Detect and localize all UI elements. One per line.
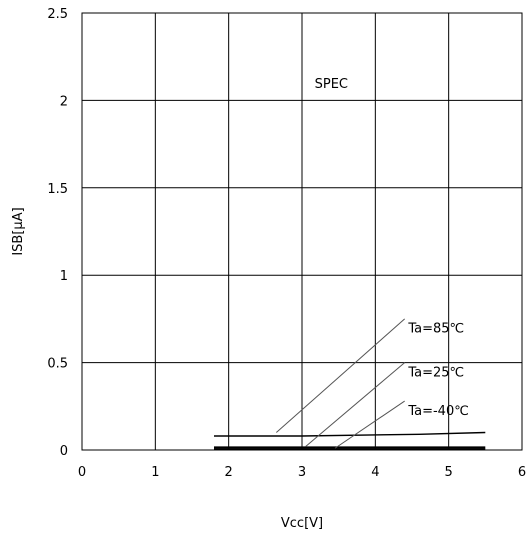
x-tick-label: 6 <box>518 465 526 480</box>
annotation-leader-ta_40 <box>334 400 405 449</box>
y-tick-label: 2 <box>60 94 68 109</box>
y-tick-label: 1.5 <box>47 182 68 197</box>
annotation-leader-ta25 <box>305 362 405 447</box>
annotation-ta85: Ta=85℃ <box>407 322 464 337</box>
series-line-0 <box>214 431 486 437</box>
annotation-ta_40: Ta=-40℃ <box>407 404 468 419</box>
x-tick-label: 1 <box>151 465 159 480</box>
annotation-ta25: Ta=25℃ <box>407 365 464 380</box>
grid <box>81 12 523 451</box>
x-axis-title: Vcc[V] <box>281 516 323 531</box>
y-tick-labels: 0 0.5 1 1.5 2 2.5 <box>47 7 68 459</box>
annotations-layer: SPEC Ta=85℃ Ta=25℃ Ta=-40℃ <box>276 77 469 449</box>
x-tick-label: 0 <box>78 465 86 480</box>
y-axis-title: ISB[μA] <box>11 207 26 255</box>
plot-frame <box>81 12 523 451</box>
x-tick-label: 5 <box>445 465 453 480</box>
annotation-leader-ta85 <box>276 318 405 433</box>
x-tick-label: 3 <box>298 465 306 480</box>
y-tick-label: 0 <box>60 444 68 459</box>
series-layer <box>214 431 486 451</box>
x-tick-label: 4 <box>371 465 379 480</box>
annotation-spec: SPEC <box>315 77 348 92</box>
y-tick-label: 1 <box>60 269 68 284</box>
y-tick-label: 0.5 <box>47 357 68 372</box>
y-tick-label: 2.5 <box>47 7 68 22</box>
x-tick-label: 2 <box>225 465 233 480</box>
x-tick-labels: 0 1 2 3 4 5 6 <box>78 465 526 480</box>
